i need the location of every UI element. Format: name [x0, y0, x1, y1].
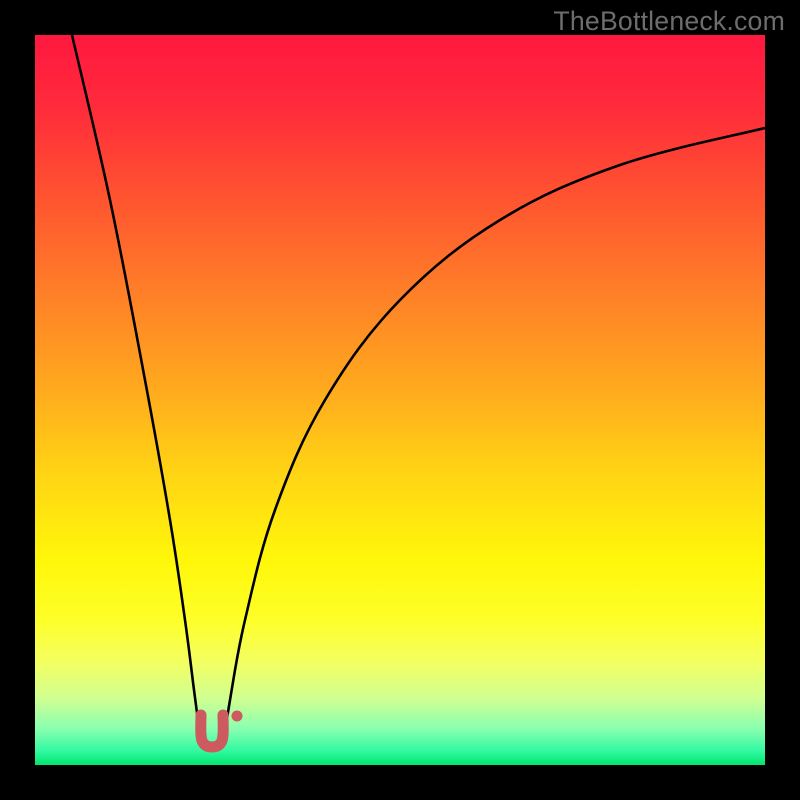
- watermark-label: TheBottleneck.com: [553, 6, 785, 37]
- trough-u-marker: [201, 715, 223, 747]
- curves-layer: [0, 0, 800, 800]
- curve-left: [72, 35, 201, 740]
- trough-dot-marker: [232, 711, 243, 722]
- chart-stage: TheBottleneck.com: [0, 0, 800, 800]
- curve-right: [224, 128, 765, 740]
